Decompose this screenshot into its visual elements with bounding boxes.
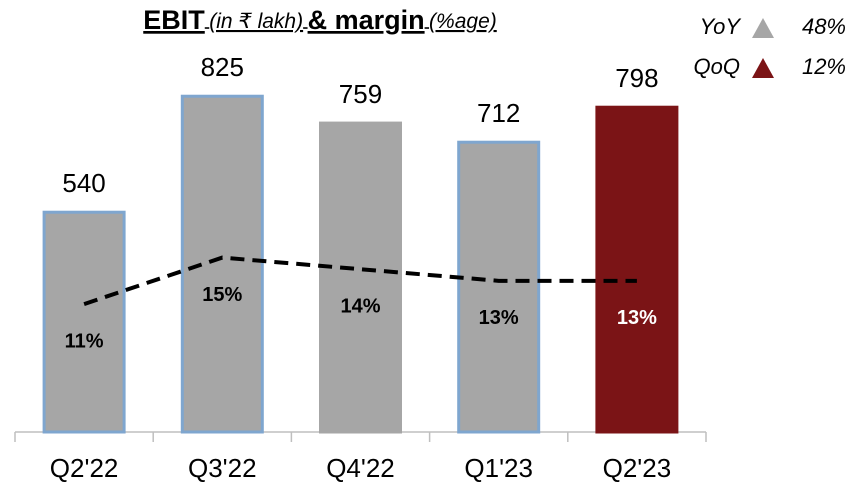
margin-label: 11%	[65, 330, 104, 352]
bar	[319, 121, 402, 434]
bar-value-label: 540	[62, 168, 105, 198]
growth-value: 48%	[802, 14, 846, 39]
margin-line	[83, 255, 637, 306]
bar	[180, 94, 264, 434]
bar-value-label: 825	[201, 52, 244, 82]
x-tick-label: Q1'23	[464, 453, 533, 483]
title-part: (in ₹ lakh)	[209, 10, 303, 33]
growth-arrow	[752, 18, 774, 38]
margin-label: 13%	[479, 307, 519, 329]
growth-value: 12%	[802, 54, 846, 79]
x-tick-label: Q3'22	[188, 453, 257, 483]
growth-label: QoQ	[694, 54, 740, 79]
margin-label: 15%	[202, 284, 242, 306]
growth-arrow	[752, 58, 774, 78]
bar	[595, 105, 679, 434]
x-tick-label: Q4'22	[326, 453, 395, 483]
bar	[42, 210, 126, 434]
x-tick-label: Q2'22	[50, 453, 119, 483]
bar-value-label: 712	[477, 98, 520, 128]
title-part: (%age)	[429, 10, 497, 33]
margin-label: 13%	[617, 307, 657, 329]
margin-label: 14%	[340, 295, 380, 317]
chart-title: EBIT (in ₹ lakh) & margin (%age)	[143, 5, 497, 35]
bar	[457, 140, 541, 434]
growth-label: YoY	[700, 14, 742, 39]
title-part: & margin	[308, 5, 425, 35]
bar-value-label: 759	[339, 79, 382, 109]
title-part: EBIT	[143, 5, 205, 35]
bar-value-label: 798	[615, 63, 658, 93]
x-tick-label: Q2'23	[603, 453, 672, 483]
